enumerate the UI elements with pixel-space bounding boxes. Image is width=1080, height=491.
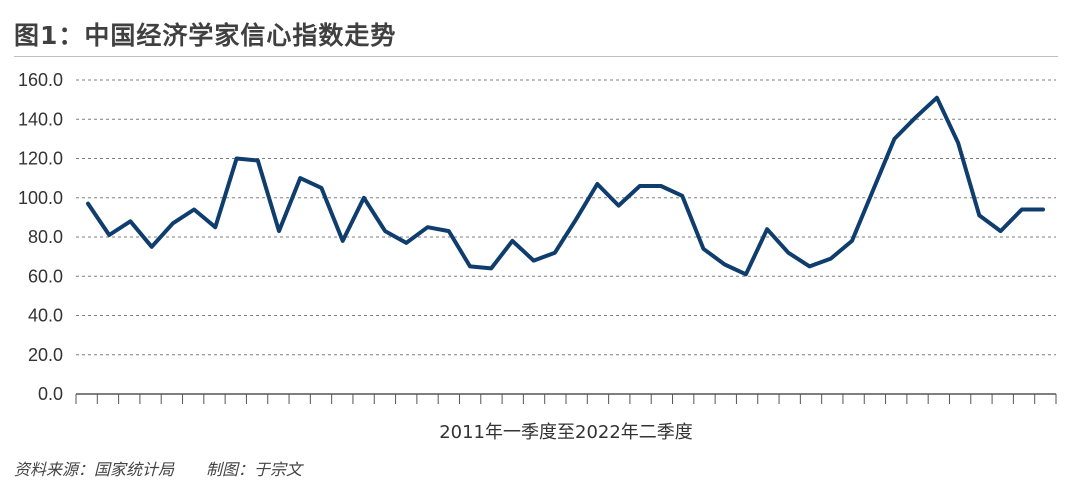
- y-tick-label: 120.0: [18, 149, 63, 169]
- y-tick-label: 160.0: [18, 70, 63, 90]
- y-tick-label: 40.0: [28, 306, 63, 326]
- series-line: [86, 95, 1045, 277]
- footer: 资料来源：国家统计局 制图：于宗文: [14, 456, 302, 480]
- y-tick-label: 60.0: [28, 266, 63, 286]
- y-axis-ticks: 0.0 20.0 40.0 60.0 80.0 100.0 120.0 140.0 160.0: [18, 70, 63, 404]
- y-tick-label: 80.0: [28, 227, 63, 247]
- y-tick-label: 0.0: [38, 384, 63, 404]
- chart-title: 图1：中国经济学家信心指数走势: [14, 21, 397, 50]
- gridlines: [76, 79, 1056, 356]
- x-axis: [75, 393, 1057, 404]
- y-tick-label: 20.0: [28, 345, 63, 365]
- x-axis-label: 2011年一季度至2022年二季度: [439, 422, 693, 443]
- y-tick-label: 100.0: [18, 188, 63, 208]
- author-note: 制图：于宗文: [206, 460, 303, 479]
- title-divider: [14, 56, 1058, 57]
- y-tick-label: 140.0: [18, 109, 63, 129]
- source-note: 资料来源：国家统计局: [14, 460, 175, 479]
